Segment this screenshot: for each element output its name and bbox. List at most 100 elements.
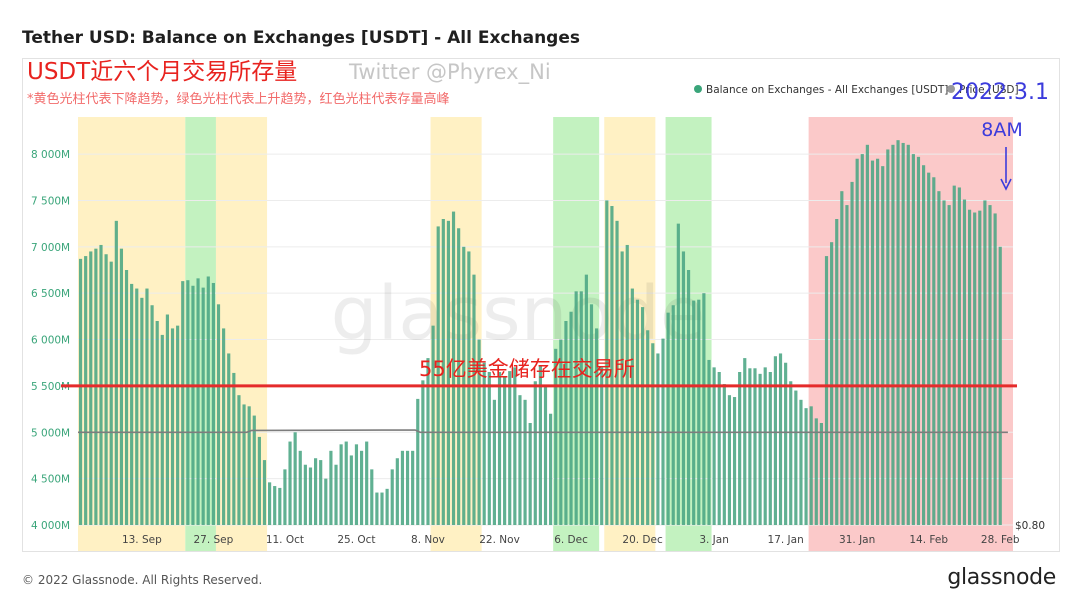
bar (543, 385, 548, 525)
bar (901, 142, 905, 525)
bar (717, 372, 721, 525)
arrow-head-icon (1000, 178, 1012, 191)
price-line (78, 429, 1008, 434)
bar (181, 281, 185, 525)
bar (554, 348, 558, 525)
bar (349, 455, 353, 525)
bar (308, 467, 313, 525)
bar (640, 307, 645, 525)
bar (375, 492, 379, 525)
bar (983, 200, 987, 525)
bar (911, 154, 915, 525)
bar (957, 187, 961, 525)
bar (227, 353, 231, 525)
bar (354, 444, 359, 525)
time-annotation: 8AM (981, 119, 1022, 141)
bar (778, 353, 783, 525)
bar (722, 384, 726, 525)
bar (538, 365, 542, 525)
bar (564, 321, 568, 525)
bar (247, 406, 251, 525)
right-axis-label: $0.80 (1015, 520, 1045, 532)
y-tick-label: 6 000M (31, 335, 70, 347)
x-tick-label: 14. Feb (909, 534, 948, 546)
bar (988, 205, 992, 525)
bar (497, 372, 502, 525)
bar (196, 278, 200, 525)
bar (967, 209, 972, 526)
bar (697, 299, 701, 525)
bar (651, 343, 655, 525)
bar (865, 144, 869, 525)
bar (257, 436, 261, 525)
bar (692, 300, 696, 525)
bar (922, 165, 926, 525)
bar (569, 311, 573, 525)
bar (84, 256, 88, 525)
bar (130, 283, 134, 525)
bar (150, 305, 154, 525)
bar (216, 304, 221, 525)
bar (686, 270, 691, 525)
bar (283, 469, 287, 525)
bar (595, 328, 599, 525)
x-tick-label: 28. Feb (981, 534, 1020, 546)
bar (850, 181, 854, 525)
bar (799, 399, 803, 525)
bar (252, 415, 256, 525)
bar (446, 220, 451, 525)
bar (78, 258, 83, 525)
bar (400, 450, 405, 525)
bar (738, 372, 742, 525)
bar (385, 488, 389, 525)
bar (503, 376, 507, 525)
bar (784, 362, 788, 525)
bar (794, 390, 798, 525)
bar (743, 358, 747, 525)
bar (615, 220, 619, 525)
bar (359, 450, 364, 525)
bar (886, 149, 890, 525)
bar (467, 251, 471, 525)
bar (809, 406, 813, 525)
bar (758, 373, 762, 525)
bar (906, 144, 910, 525)
bar (635, 299, 640, 525)
x-axis: 13. Sep 27. Sep 11. Oct 25. Oct 8. Nov 22. No… (122, 534, 1020, 546)
date-annotation: 2022.3.1 (951, 80, 1049, 105)
band-peak-7 (808, 117, 1013, 553)
bar (528, 423, 532, 525)
bar (896, 140, 900, 525)
bar (646, 330, 650, 525)
legend-marker-price (947, 85, 955, 93)
bar (334, 464, 338, 525)
y-tick-label: 7 500M (31, 195, 70, 207)
bar (237, 395, 241, 525)
brand-logo: glassnode (947, 565, 1056, 590)
bar (145, 288, 149, 525)
chart-title: Tether USD: Balance on Exchanges [USDT] … (22, 28, 580, 48)
note-annotation: *黄色光柱代表下降趋势，绿色光柱代表上升趋势，红色光柱代表存量高峰 (27, 91, 450, 107)
bar (472, 274, 476, 525)
legend-label-price: Price [USD] (959, 84, 1019, 96)
bar (513, 367, 517, 525)
bar (845, 205, 849, 525)
bar (370, 469, 374, 525)
bar (191, 285, 195, 525)
price-series (78, 429, 1008, 434)
bar (579, 291, 583, 525)
bar (932, 177, 936, 525)
bar (293, 432, 297, 525)
x-tick-label: 11. Oct (266, 534, 304, 546)
bar (278, 487, 282, 525)
bar (620, 251, 624, 525)
bar (411, 450, 415, 525)
bar (666, 312, 670, 525)
bar (768, 372, 772, 525)
y-tick-label: 4 000M (31, 520, 70, 532)
chart-frame: glassnode 4 000M 4 500M 5 000M 5 500M 6 000M… (22, 58, 1060, 553)
bar (916, 156, 921, 525)
bar (855, 158, 859, 525)
bar (365, 441, 369, 525)
bar (268, 482, 272, 525)
